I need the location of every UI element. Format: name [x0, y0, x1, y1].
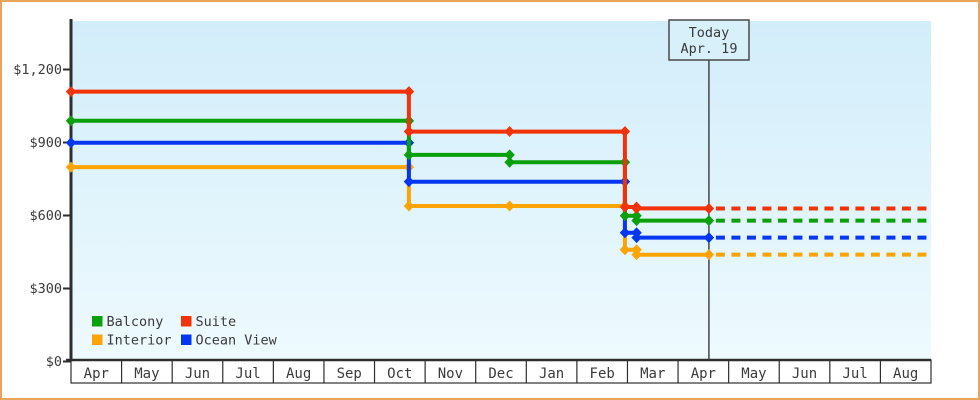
- y-axis-label-300: $300: [29, 281, 62, 297]
- data-point-marker-balcony: [504, 149, 515, 161]
- axes-layer: [66, 19, 931, 362]
- legend: Balcony Suite Interior Ocean View: [92, 314, 278, 349]
- data-point-marker-suite: [619, 201, 631, 213]
- month-label-1: May: [134, 366, 159, 382]
- data-point-marker-suite: [403, 126, 415, 138]
- y-axis-label-1200: $1,200: [13, 62, 62, 78]
- data-point-marker-interior: [619, 244, 631, 256]
- data-point-marker-balcony: [504, 156, 515, 168]
- series-layer: [65, 86, 931, 261]
- month-label-12: Apr: [691, 366, 716, 382]
- month-label-0: Apr: [84, 366, 109, 382]
- series-suite: [65, 86, 931, 214]
- month-label-6: Oct: [387, 366, 412, 382]
- data-point-marker-ocean-view: [619, 227, 631, 239]
- month-label-14: Jun: [792, 366, 817, 382]
- series-balcony: [65, 115, 931, 227]
- month-label-5: Sep: [337, 366, 362, 382]
- y-axis-label-600: $600: [29, 208, 62, 224]
- month-label-10: Feb: [590, 366, 615, 382]
- data-point-marker-interior: [631, 249, 642, 261]
- data-point-marker-suite: [403, 86, 415, 98]
- y-axis-labels: $1,200 $900 $600 $300 $0: [13, 62, 62, 370]
- month-label-16: Aug: [893, 366, 918, 382]
- legend-swatch-interior: [92, 334, 103, 345]
- month-label-4: Aug: [286, 366, 311, 382]
- legend-swatch-balcony: [92, 316, 103, 327]
- today-annotation: Today Apr. 19: [668, 19, 750, 61]
- data-point-marker-ocean-view: [631, 232, 642, 244]
- data-point-marker-interior: [403, 200, 415, 212]
- data-point-marker-interior: [703, 249, 715, 261]
- month-axis-layer: Apr May Jun Jul Aug Sep Oct Nov Dec Jan Feb Mar Apr M…: [70, 359, 932, 384]
- data-point-marker-interior: [504, 200, 515, 212]
- today-date-label: Apr. 19: [681, 41, 738, 57]
- month-label-9: Jan: [539, 366, 564, 382]
- data-point-marker-ocean-view: [403, 176, 415, 188]
- data-point-marker-suite: [504, 126, 515, 138]
- today-box: [668, 19, 750, 61]
- data-point-marker-suite: [703, 202, 715, 214]
- month-label-13: May: [741, 366, 766, 382]
- data-point-marker-balcony: [403, 149, 415, 161]
- y-axis-ticks-layer: [63, 68, 71, 363]
- data-point-marker-suite: [631, 202, 642, 214]
- legend-swatch-suite: [181, 316, 192, 327]
- today-label: Today: [689, 25, 730, 41]
- month-label-2: Jun: [185, 366, 210, 382]
- legend-label-ocean-view: Ocean View: [196, 333, 278, 349]
- legend-swatch-ocean-view: [181, 334, 192, 345]
- month-label-8: Dec: [488, 366, 513, 382]
- legend-label-interior: Interior: [107, 333, 172, 349]
- data-point-marker-ocean-view: [703, 232, 715, 244]
- data-point-marker-balcony: [65, 115, 77, 127]
- plot-area: [72, 21, 931, 360]
- data-point-marker-balcony: [631, 215, 642, 227]
- data-point-marker-interior: [65, 161, 77, 173]
- data-point-marker-balcony: [703, 215, 715, 227]
- data-point-marker-ocean-view: [65, 137, 77, 149]
- month-label-7: Nov: [438, 366, 463, 382]
- legend-label-suite: Suite: [196, 314, 237, 330]
- month-label-3: Jul: [235, 366, 260, 382]
- data-point-marker-balcony: [619, 210, 631, 222]
- plot-background-layer: [72, 21, 931, 360]
- legend-label-balcony: Balcony: [107, 314, 164, 330]
- data-point-marker-suite: [619, 126, 631, 138]
- y-axis-label-0: $0: [46, 354, 62, 370]
- data-point-marker-suite: [65, 86, 77, 98]
- month-label-11: Mar: [640, 366, 665, 382]
- y-axis-label-900: $900: [29, 135, 62, 151]
- month-label-15: Jul: [842, 366, 867, 382]
